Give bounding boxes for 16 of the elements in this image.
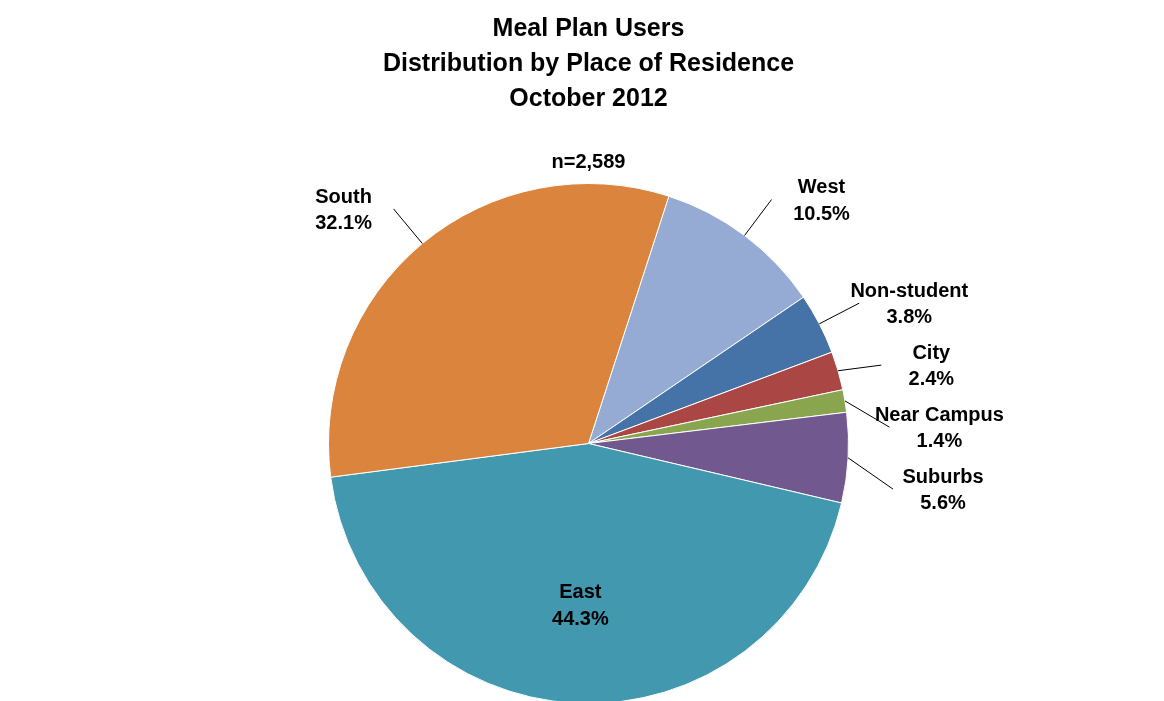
data-label: 44.3% (552, 606, 609, 629)
data-label: 32.1% (315, 211, 373, 234)
chart-subtitle: n=2,589 (551, 149, 626, 172)
data-label: 5.6% (920, 491, 967, 514)
data-label: 10.5% (793, 201, 851, 224)
slice-label: Near Campus (874, 402, 1004, 425)
data-label: 1.4% (916, 429, 963, 452)
slice-label: East (559, 580, 602, 603)
slice-label: City (912, 340, 952, 363)
slice-label: West (797, 175, 846, 198)
slice-label: Suburbs (902, 464, 984, 487)
data-label: 2.4% (908, 367, 955, 390)
chart-title: Meal Plan Users Distribution by Place of Residence October 2012 (382, 12, 795, 111)
slice-label: South (315, 184, 372, 207)
slice-label: Non-student (850, 278, 969, 301)
data-label: 3.8% (886, 305, 933, 328)
